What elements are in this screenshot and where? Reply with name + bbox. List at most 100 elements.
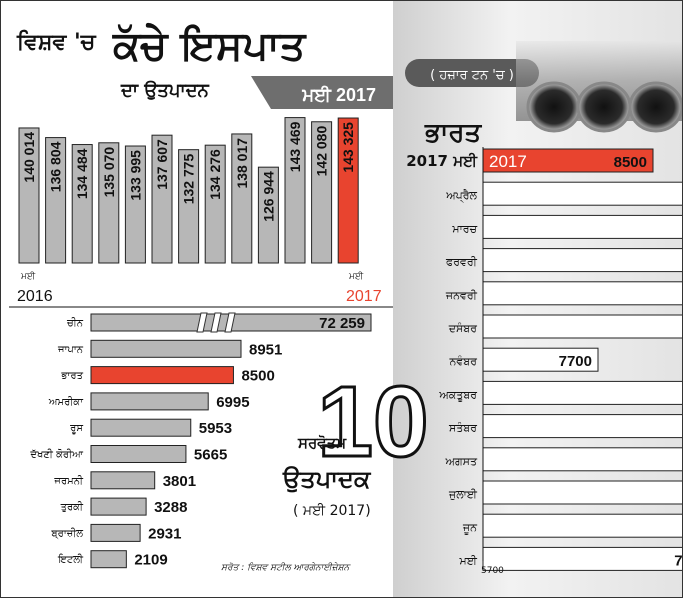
producer-bar [90,471,156,490]
producer-country: ਦੱਖਣੀ ਕੋਰੀਆ [29,448,84,461]
india-month-bar [482,414,682,439]
producer-value: 72 259 [319,315,365,332]
monthly-bar [337,117,359,264]
india-month-label: ਦਸੰਬਰ [448,322,477,335]
producer-country: ਭਾਰਤ [60,371,83,382]
unit-note: ( ਹਜ਼ਾਰ ਟਨ 'ਚ ) [430,68,514,83]
producer-country: ਅਮਰੀਕਾ [48,396,84,408]
monthly-bar [18,127,40,264]
producer-value: 8951 [249,341,282,358]
india-month-bar [482,281,682,306]
monthly-bar [71,144,93,264]
india-axis-start-label: 5700 [481,566,504,576]
monthly-bar [311,121,333,264]
top-producers-chart: 72 259 ਚੀਨ 8951 ਜਾਪਾਨ 8500 ਭਾਰਤ 6995 ਅਮਰੀਕਾ 5953… [29,312,372,569]
india-month-bar [482,380,682,405]
producer-country: ਰੂਸ [69,423,83,434]
producer-value: 5953 [199,420,232,437]
monthly-bar-value: 136 804 [48,141,64,192]
producer-country: ਇਟਲੀ [57,554,84,566]
start-month-label: ਮਈ [20,271,36,282]
india-month-bar-year: 2017 [489,152,527,171]
producer-bar [90,392,209,411]
monthly-bar-value: 133 995 [127,150,143,201]
axis-break-mark [196,312,208,333]
monthly-bar-value: 135 070 [101,147,117,198]
axis-break-mark [224,312,236,333]
monthly-bar [284,117,306,264]
india-month-label: ਜੁਲਾਈ [448,488,478,501]
producer-country: ਬ੍ਰਾਜ਼ੀਲ [50,527,83,539]
india-month-label: ਜੂਨ [462,521,478,534]
monthly-bar-value: 137 607 [154,139,170,190]
india-month-label: 2017 ਮਈ [406,152,478,170]
subtitle: ਦਾ ਉਤਪਾਦਨ [120,80,210,101]
india-month-label: ਅਪ੍ਰੈਲ [445,189,477,202]
producer-value: 5665 [194,447,227,464]
india-month-bar [482,214,682,239]
producer-value: 8500 [241,368,274,385]
monthly-bar [98,142,120,264]
monthly-bar-value: 138 017 [234,138,250,189]
producer-value: 2109 [134,552,167,569]
india-month-label: ਫਰਵਰੀ [445,256,478,269]
producer-country: ਜਾਪਾਨ [57,344,84,355]
monthly-bar [45,137,67,264]
monthly-bar-value: 134 484 [74,148,90,199]
big-number: 10 [317,366,428,478]
india-month-label: ਅਕਤੂਬਰ [438,388,477,401]
producer-bar [90,366,234,385]
producer-country: ਚੀਨ [66,317,84,329]
monthly-bar-value: 140 014 [21,132,37,183]
monthly-bar-value: 134 276 [207,149,223,200]
big-number-line1: ਸਰਵੋਤਮ [297,434,347,452]
big-number-line2: ਉਤਪਾਦਕ [282,465,372,493]
producer-value: 2931 [148,525,181,542]
india-month-label: ਮਾਰਚ [451,222,477,235]
producer-country: ਤੁਰਕੀ [60,501,84,513]
producer-bar [90,339,242,358]
india-month-label: ਅਗਸਤ [445,455,478,468]
monthly-world-production-chart: 140 014 136 804 134 484 135 070 133 995 137 6… [9,117,393,308]
india-month-bar [482,480,682,505]
unit-note-pill [405,59,539,87]
producer-value: 3801 [163,473,196,490]
monthly-bar-value: 142 080 [314,126,330,177]
india-month-value: 7989 [674,552,683,569]
monthly-bar-value: 143 469 [287,121,303,172]
monthly-bar [178,149,200,264]
steel-pipes-image [516,41,682,133]
india-month-label: ਨਵੰਬਰ [449,355,478,368]
producer-value: 6995 [216,394,249,411]
monthly-bar [231,133,253,264]
india-month-label: ਸਤੰਬਰ [448,422,477,435]
monthly-bar-value: 143 325 [340,122,356,173]
monthly-bar [204,144,226,264]
india-month-bar [482,546,682,571]
monthly-bar-value: 126 944 [260,171,276,222]
start-year-label: 2016 [17,288,53,305]
monthly-bar [257,166,279,264]
india-month-bar [482,314,682,339]
india-month-bar [482,447,682,472]
big-number-line3: ( ਮਈ 2017) [293,503,371,519]
monthly-bar [124,145,146,264]
india-month-bar [482,181,682,206]
producer-bar [90,523,141,542]
producer-country: ਜਰਮਨੀ [53,475,84,487]
title-part1: ਵਿਸ਼ਵ 'ਚ [16,29,97,55]
monthly-bar-value: 132 775 [181,153,197,204]
producer-bar [90,445,187,463]
india-panel-title: ਭਾਰਤ [424,118,482,148]
end-year-label: 2017 [346,288,382,305]
india-month-label: ਜਨਵਰੀ [445,289,478,302]
india-month-value: 8500 [614,154,647,171]
india-month-value: 7700 [559,353,592,370]
producer-bar [90,497,147,516]
india-month-bar [482,513,682,538]
producer-bar [90,550,127,569]
end-month-label: ਮਈ [348,271,364,282]
